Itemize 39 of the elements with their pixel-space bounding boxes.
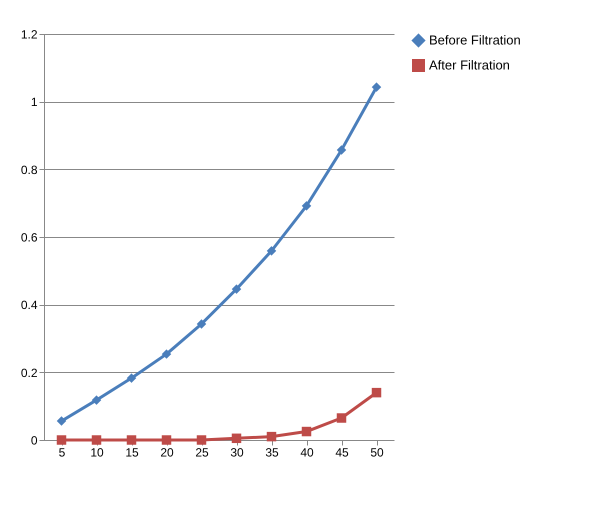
x-tick-label: 15 [125,446,139,460]
point [162,435,172,445]
point [336,413,346,423]
point [336,145,346,155]
point [302,426,312,436]
y-tick-label: 1.2 [20,28,38,42]
point [56,435,66,445]
y-tick-label: 0 [30,434,38,448]
point [196,319,206,329]
legend-label: Before Filtration [429,32,521,48]
point [372,388,382,398]
y-tick-label: 1 [30,95,38,110]
point [126,373,136,383]
point [92,395,102,405]
point [266,246,276,256]
point [196,435,206,445]
point [232,434,242,444]
y-tick-label: 0.4 [20,298,38,312]
point [372,82,382,92]
point [162,349,172,359]
point [126,435,136,445]
y-tick-label: 0.6 [20,230,38,244]
point [266,432,276,442]
point [56,416,66,426]
x-tick-label: 30 [230,446,244,460]
y-tick-label: 0.8 [20,162,38,177]
legend-label: After Filtration [429,58,510,72]
point [302,201,312,211]
point [92,435,102,445]
x-tick-label: 25 [195,446,209,460]
x-tick-label: 50 [370,446,384,460]
x-tick-label: 35 [265,446,279,460]
point [232,284,242,294]
x-tick-label: 10 [90,446,104,460]
y-tick-label: 0.2 [20,366,38,380]
x-tick-label: 40 [300,446,314,460]
x-tick-label: 45 [335,446,349,460]
x-tick-label: 5 [58,446,66,460]
x-tick-label: 20 [160,446,174,460]
